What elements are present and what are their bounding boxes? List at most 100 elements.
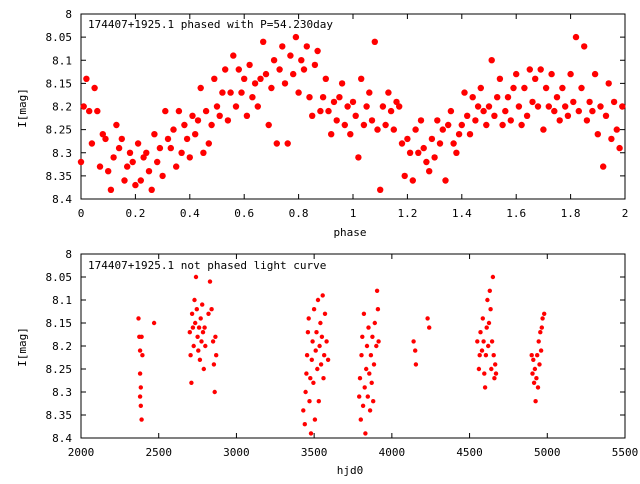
data-point bbox=[412, 126, 419, 133]
data-point bbox=[276, 66, 283, 73]
data-point bbox=[352, 112, 359, 120]
data-point bbox=[482, 371, 487, 376]
phased-light-curve-chart: 174407+1925.1 phased with P=54.230day ph… bbox=[16, 8, 628, 239]
data-point bbox=[540, 316, 545, 321]
data-point bbox=[411, 339, 416, 344]
data-point bbox=[581, 43, 588, 50]
data-point bbox=[311, 380, 316, 385]
data-point bbox=[526, 66, 533, 73]
data-point bbox=[532, 366, 538, 372]
data-point bbox=[321, 376, 326, 381]
data-point bbox=[134, 140, 142, 147]
x-tick-label: 1.6 bbox=[506, 207, 526, 220]
data-point bbox=[183, 135, 191, 143]
data-point bbox=[445, 121, 452, 129]
plot-frame bbox=[80, 13, 626, 200]
data-point bbox=[292, 33, 300, 41]
data-point bbox=[192, 297, 197, 303]
data-point bbox=[536, 339, 541, 344]
data-point bbox=[344, 103, 351, 110]
data-point bbox=[336, 94, 343, 101]
data-point bbox=[360, 121, 368, 129]
data-point bbox=[284, 140, 291, 147]
data-point bbox=[538, 348, 544, 353]
data-point bbox=[480, 316, 485, 321]
data-point bbox=[575, 107, 582, 115]
data-point bbox=[270, 57, 278, 64]
data-point bbox=[483, 353, 489, 358]
data-point bbox=[367, 371, 372, 376]
data-point bbox=[476, 366, 482, 372]
data-point bbox=[341, 121, 348, 129]
data-point bbox=[159, 172, 166, 180]
data-point bbox=[442, 177, 449, 184]
data-point bbox=[194, 117, 202, 124]
data-point bbox=[439, 126, 446, 133]
data-point bbox=[304, 371, 309, 376]
y-tick-label: 8.3 bbox=[52, 386, 72, 399]
data-point bbox=[455, 131, 463, 138]
data-point bbox=[300, 66, 308, 73]
data-point bbox=[537, 362, 542, 367]
data-point bbox=[481, 339, 486, 344]
data-point bbox=[316, 399, 321, 404]
data-point bbox=[83, 75, 90, 83]
data-point bbox=[406, 149, 414, 156]
data-point bbox=[485, 103, 493, 110]
y-tick-label: 8.1 bbox=[52, 54, 72, 67]
data-point bbox=[542, 84, 550, 92]
data-point bbox=[423, 158, 430, 166]
data-point bbox=[425, 316, 430, 321]
data-point bbox=[363, 103, 370, 110]
data-point bbox=[188, 353, 193, 358]
data-point bbox=[578, 84, 585, 92]
data-point bbox=[594, 131, 601, 138]
data-point bbox=[181, 121, 188, 129]
data-point bbox=[91, 84, 98, 92]
data-point bbox=[478, 330, 483, 335]
data-point bbox=[200, 302, 205, 307]
data-point bbox=[538, 330, 543, 335]
data-point bbox=[227, 89, 234, 96]
data-point bbox=[382, 121, 389, 129]
data-point bbox=[371, 38, 378, 45]
x-tick-label: 2 bbox=[622, 207, 629, 220]
x-tick-label: 0.8 bbox=[289, 207, 309, 220]
data-point bbox=[375, 307, 381, 312]
data-point bbox=[315, 366, 320, 372]
x-tick-label: 1.8 bbox=[561, 207, 581, 220]
data-point bbox=[105, 168, 112, 175]
data-point bbox=[358, 75, 365, 83]
data-point bbox=[143, 149, 150, 156]
data-point bbox=[137, 177, 144, 184]
data-point bbox=[298, 57, 305, 64]
data-point bbox=[175, 107, 183, 115]
data-point bbox=[548, 70, 555, 78]
x-tick-label: 0.2 bbox=[125, 207, 145, 220]
data-point bbox=[194, 307, 199, 312]
data-point bbox=[317, 343, 322, 349]
data-point bbox=[616, 144, 623, 152]
data-point bbox=[545, 103, 552, 110]
data-point bbox=[214, 353, 219, 358]
data-point bbox=[213, 334, 218, 339]
data-point bbox=[530, 371, 535, 376]
data-point bbox=[145, 168, 153, 175]
data-point bbox=[531, 357, 536, 362]
data-point bbox=[136, 316, 141, 321]
x-axis-label: phase bbox=[333, 226, 366, 239]
data-point bbox=[151, 131, 158, 138]
data-point bbox=[366, 325, 371, 330]
y-tick-label: 8.2 bbox=[52, 340, 72, 353]
data-point bbox=[535, 353, 540, 358]
data-point bbox=[189, 112, 196, 120]
data-point bbox=[317, 107, 324, 115]
data-point bbox=[589, 107, 596, 115]
data-point bbox=[551, 107, 558, 115]
data-point bbox=[318, 320, 323, 326]
data-point bbox=[310, 339, 315, 344]
data-point bbox=[262, 70, 270, 78]
data-point bbox=[312, 417, 318, 422]
data-point bbox=[126, 149, 134, 156]
data-point bbox=[562, 103, 569, 110]
